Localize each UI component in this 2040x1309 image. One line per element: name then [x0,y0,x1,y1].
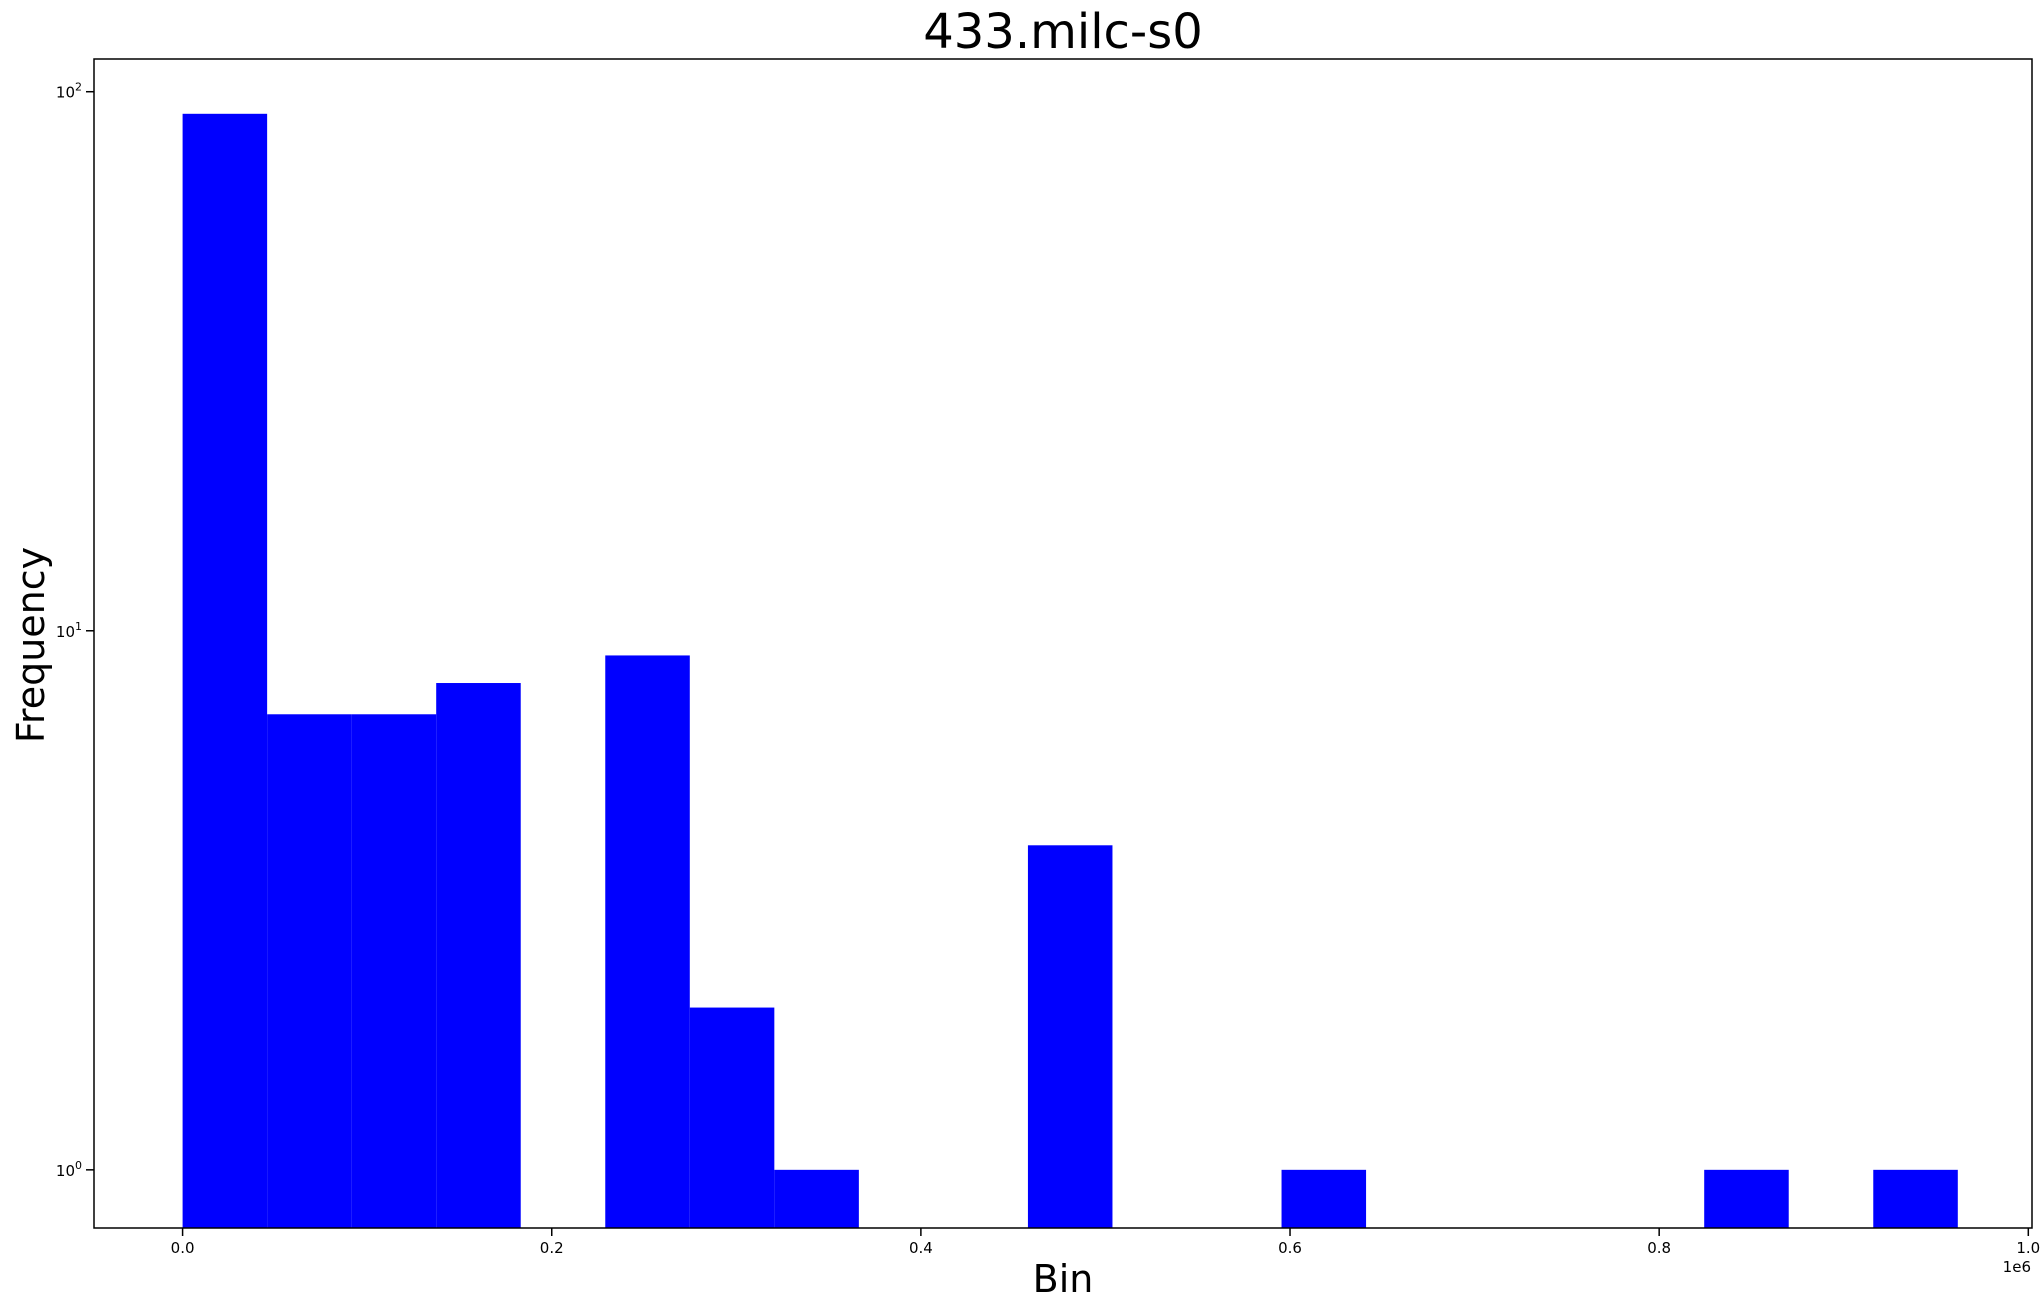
histogram-bar-7 [774,1169,859,1228]
chart-title: 433.milc-s0 [923,4,1203,60]
x-axis-ticks: 0.0 0.2 0.4 0.6 0.8 1.0 [171,1228,2040,1257]
bars-group [182,113,1958,1228]
y-tick-label: 102 [56,81,82,102]
histogram-bar-10 [1027,845,1113,1228]
histogram-bar-13 [1281,1169,1367,1228]
y-tick-label: 100 [56,1159,82,1180]
y-tick-label: 101 [56,620,82,641]
x-offset-label: 1e6 [2003,1258,2031,1276]
histogram-bar-5 [605,655,690,1228]
x-tick-label: 0.4 [909,1239,933,1257]
histogram-bar-2 [351,714,437,1228]
y-tick-base: 10 [56,1162,75,1180]
histogram-bar-1 [267,714,352,1228]
y-tick-exponent: 2 [75,81,82,94]
x-tick-label: 0.2 [540,1239,564,1257]
histogram-bar-6 [689,1007,775,1228]
x-tick-label: 1.0 [2016,1239,2040,1257]
histogram-bar-18 [1704,1169,1789,1228]
y-tick-base: 10 [56,623,75,641]
x-tick-label: 0.6 [1278,1239,1302,1257]
y-tick-base: 10 [56,84,75,102]
y-tick-exponent: 1 [75,620,82,633]
histogram-bar-3 [436,683,521,1228]
y-axis-label: Frequency [9,547,53,743]
x-axis-label: Bin [1033,1257,1094,1301]
x-tick-label: 0.0 [171,1239,195,1257]
histogram-bar-20 [1873,1169,1958,1228]
histogram-bar-0 [182,113,268,1228]
y-tick-exponent: 0 [75,1159,82,1172]
x-tick-label: 0.8 [1647,1239,1671,1257]
plot-frame [93,58,2033,1229]
